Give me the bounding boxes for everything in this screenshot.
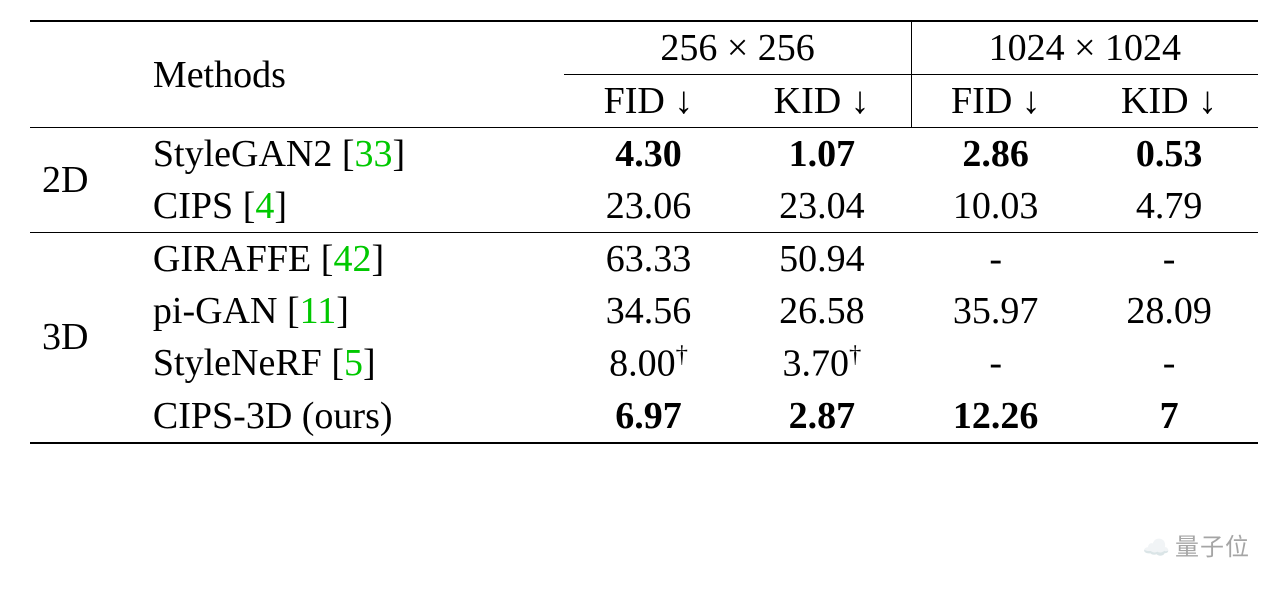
value-fid256: 34.56 xyxy=(564,285,732,337)
value-kid256: 26.58 xyxy=(733,285,912,337)
value-fid256: 8.00† xyxy=(564,337,732,390)
method-name: CIPS-3D (ours) xyxy=(153,395,393,437)
results-table: Methods 256 × 256 1024 × 1024 FID ↓ KID … xyxy=(30,20,1258,444)
value-kid256: 3.70† xyxy=(733,337,912,390)
method-cell: StyleNeRF [5] xyxy=(135,337,565,390)
group-label-2d: 2D xyxy=(30,128,135,233)
header-methods: Methods xyxy=(135,21,565,128)
citation-ref: 42 xyxy=(333,238,371,280)
header-blank xyxy=(30,21,135,128)
value-fid256: 4.30 xyxy=(564,128,732,181)
header-res1024: 1024 × 1024 xyxy=(911,21,1258,75)
method-cell: CIPS-3D (ours) xyxy=(135,390,565,443)
citation-ref: 33 xyxy=(355,133,393,175)
value-fid1024: 12.26 xyxy=(911,390,1080,443)
table-row: StyleNeRF [5] 8.00† 3.70† - - xyxy=(30,337,1258,390)
value-kid1024: 28.09 xyxy=(1080,285,1258,337)
watermark-icon: ☁️ xyxy=(1143,535,1171,560)
value-fid1024: 10.03 xyxy=(911,180,1080,233)
value-fid1024: - xyxy=(911,337,1080,390)
citation-close: ] xyxy=(393,133,406,175)
table-row: CIPS-3D (ours) 6.97 2.87 12.26 7 xyxy=(30,390,1258,443)
method-cell: CIPS [4] xyxy=(135,180,565,233)
citation-close: ] xyxy=(363,342,376,384)
value-kid1024: 7 xyxy=(1080,390,1258,443)
header-kid-256: KID ↓ xyxy=(733,75,912,128)
value-fid1024: 35.97 xyxy=(911,285,1080,337)
value-fid256: 63.33 xyxy=(564,233,732,286)
citation-ref: 5 xyxy=(344,342,363,384)
citation-open: [ xyxy=(287,290,300,332)
value-fid256: 6.97 xyxy=(564,390,732,443)
watermark-text: 量子位 xyxy=(1175,535,1250,561)
value-fid1024: 2.86 xyxy=(911,128,1080,181)
value-kid1024: 0.53 xyxy=(1080,128,1258,181)
citation-open: [ xyxy=(342,133,355,175)
citation-open: [ xyxy=(243,185,256,227)
header-res256: 256 × 256 xyxy=(564,21,911,75)
value-kid1024: - xyxy=(1080,233,1258,286)
value-kid1024: - xyxy=(1080,337,1258,390)
value-fid1024: - xyxy=(911,233,1080,286)
watermark: ☁️量子位 xyxy=(1143,527,1250,562)
citation-ref: 11 xyxy=(300,290,337,332)
table-row: 3D GIRAFFE [42] 63.33 50.94 - - xyxy=(30,233,1258,286)
dagger-icon: † xyxy=(849,341,861,368)
table-row: CIPS [4] 23.06 23.04 10.03 4.79 xyxy=(30,180,1258,233)
value-kid256: 50.94 xyxy=(733,233,912,286)
value-kid256: 1.07 xyxy=(733,128,912,181)
method-cell: pi-GAN [11] xyxy=(135,285,565,337)
value-kid1024: 4.79 xyxy=(1080,180,1258,233)
citation-ref: 4 xyxy=(255,185,274,227)
citation-close: ] xyxy=(336,290,349,332)
citation-close: ] xyxy=(274,185,287,227)
method-name: CIPS xyxy=(153,185,233,227)
method-cell: GIRAFFE [42] xyxy=(135,233,565,286)
header-fid-1024: FID ↓ xyxy=(911,75,1080,128)
method-name: StyleGAN2 xyxy=(153,133,332,175)
group-label-3d: 3D xyxy=(30,233,135,443)
value-kid256: 23.04 xyxy=(733,180,912,233)
method-name: GIRAFFE xyxy=(153,238,311,280)
value-fid256: 23.06 xyxy=(564,180,732,233)
citation-open: [ xyxy=(321,238,334,280)
method-cell: StyleGAN2 [33] xyxy=(135,128,565,181)
header-fid-256: FID ↓ xyxy=(564,75,732,128)
citation-open: [ xyxy=(331,342,344,384)
citation-close: ] xyxy=(371,238,384,280)
dagger-icon: † xyxy=(676,341,688,368)
value-kid256: 2.87 xyxy=(733,390,912,443)
method-name: StyleNeRF xyxy=(153,342,322,384)
table-row: pi-GAN [11] 34.56 26.58 35.97 28.09 xyxy=(30,285,1258,337)
table-row: 2D StyleGAN2 [33] 4.30 1.07 2.86 0.53 xyxy=(30,128,1258,181)
header-kid-1024: KID ↓ xyxy=(1080,75,1258,128)
method-name: pi-GAN xyxy=(153,290,278,332)
